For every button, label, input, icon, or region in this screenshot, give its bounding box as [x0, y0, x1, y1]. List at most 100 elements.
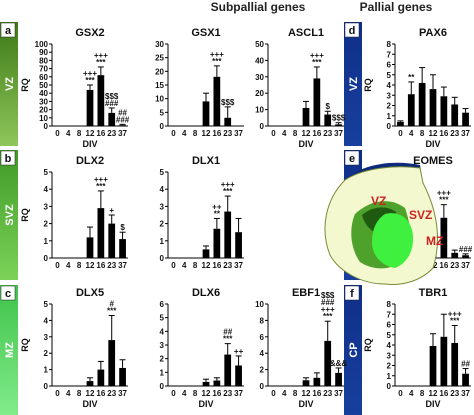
significance-label: *** [312, 58, 322, 67]
significance-label: ++ [234, 347, 244, 356]
y-tick-label: 50 [39, 81, 48, 90]
significance-label: *** [96, 58, 106, 67]
y-tick-label: 60 [39, 73, 48, 82]
x-tick-label: 12 [86, 261, 95, 270]
panel-letter: c [5, 288, 11, 300]
x-tick-label: 23 [450, 261, 459, 270]
y-axis-label: RQ [20, 208, 30, 222]
x-tick-label: 12 [429, 389, 438, 398]
x-tick-label: 16 [312, 129, 321, 138]
y-tick-label: 3 [44, 202, 49, 211]
chart-title: PAX6 [419, 27, 447, 39]
y-tick-label: 7 [387, 310, 392, 319]
x-tick-label: 8 [77, 129, 82, 138]
x-tick-label: 37 [234, 389, 243, 398]
bar [202, 101, 210, 126]
y-tick-label: 0 [44, 382, 49, 391]
x-tick-label: 8 [77, 261, 82, 270]
significance-label: +++ [448, 310, 462, 319]
panel-letter: f [350, 288, 354, 300]
y-tick-label: 70 [39, 65, 48, 74]
bar [440, 217, 448, 258]
x-tick-label: 23 [450, 389, 459, 398]
y-tick-label: 2 [260, 366, 265, 375]
y-tick-label: 2 [387, 102, 392, 111]
y-tick-label: 20 [155, 67, 164, 76]
significance-label: ## [223, 328, 232, 337]
x-tick-label: 37 [461, 129, 470, 138]
chart-title: DLX1 [192, 155, 220, 167]
bar [86, 89, 94, 126]
y-tick-label: 0 [260, 382, 265, 391]
chart-title: DLX6 [192, 287, 220, 299]
significance-label: ** [408, 73, 415, 82]
bar [335, 124, 342, 126]
y-tick-label: 0 [260, 122, 265, 131]
bar [302, 107, 310, 126]
significance-label: +++ [221, 180, 235, 189]
significance-label: $$$ [105, 92, 119, 101]
mz-shape [372, 213, 414, 268]
y-tick-label: 1 [44, 237, 49, 246]
x-tick-label: 23 [223, 129, 232, 138]
x-tick-label: 0 [55, 261, 60, 270]
y-tick-label: 2 [44, 220, 49, 229]
y-tick-label: 3 [387, 91, 392, 100]
bar [418, 82, 426, 126]
y-tick-label: 0 [44, 254, 49, 263]
y-tick-label: 20 [255, 89, 264, 98]
y-tick-label: 3 [160, 341, 165, 350]
y-tick-label: 10 [255, 106, 264, 115]
x-tick-label: 0 [171, 261, 176, 270]
y-tick-label: 40 [255, 56, 264, 65]
panel-letter-box [344, 285, 360, 301]
x-tick-label: 23 [223, 261, 232, 270]
x-tick-label: 12 [202, 129, 211, 138]
significance-label: +++ [310, 51, 324, 60]
x-tick-label: 4 [182, 129, 187, 138]
x-tick-label: 4 [66, 129, 71, 138]
region-label: SVZ [4, 204, 16, 226]
x-axis-label: DIV [298, 399, 313, 409]
bar [451, 252, 459, 258]
y-tick-label: 2 [160, 355, 165, 364]
x-tick-label: 16 [212, 261, 221, 270]
y-tick-label: 2 [160, 220, 165, 229]
significance-label: ## [461, 360, 470, 369]
bar [335, 372, 342, 386]
significance-label: *** [85, 76, 95, 85]
significance-label: ### [105, 99, 119, 108]
x-tick-label: 16 [439, 389, 448, 398]
bar [213, 228, 221, 258]
x-tick-label: 0 [55, 389, 60, 398]
y-tick-label: 30 [155, 40, 164, 49]
significance-label: *** [223, 335, 233, 344]
x-tick-label: 37 [234, 261, 243, 270]
side-bar-a [0, 22, 18, 146]
x-tick-label: 8 [293, 389, 298, 398]
x-tick-label: 0 [398, 129, 403, 138]
panel-letter-box [344, 150, 360, 166]
y-tick-label: 15 [155, 81, 164, 90]
y-tick-label: 0 [160, 382, 165, 391]
x-tick-label: 12 [302, 389, 311, 398]
bar [397, 121, 404, 126]
x-tick-label: 37 [118, 389, 127, 398]
x-tick-label: 37 [461, 389, 470, 398]
significance-label: +++ [83, 69, 97, 78]
y-tick-label: 7 [387, 50, 392, 59]
bar [451, 342, 459, 386]
significance-label: *** [450, 317, 460, 326]
y-axis-label: RQ [363, 338, 373, 352]
x-tick-label: 37 [461, 261, 470, 270]
x-tick-label: 23 [450, 129, 459, 138]
x-tick-label: 23 [323, 129, 332, 138]
significance-label: *** [439, 196, 449, 205]
y-tick-label: 0 [44, 122, 49, 131]
significance-label: +++ [210, 50, 224, 59]
significance-label: ### [116, 115, 130, 124]
significance-label: ### [459, 245, 473, 254]
